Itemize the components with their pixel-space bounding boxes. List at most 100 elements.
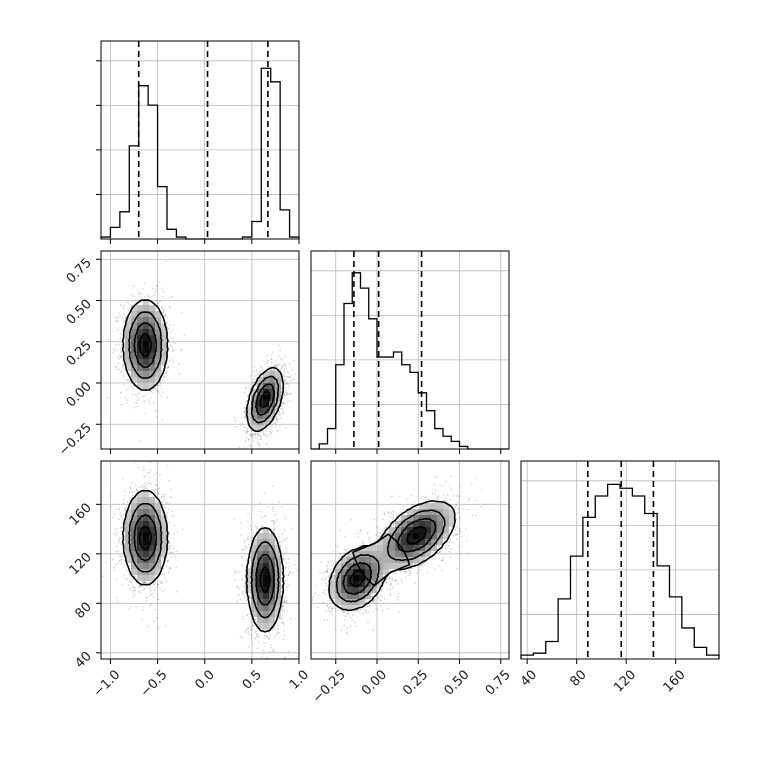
sample-point: [277, 624, 279, 626]
sample-point: [114, 320, 117, 323]
contour-line: [255, 383, 275, 416]
density-cell: [245, 413, 251, 419]
sample-point: [148, 482, 150, 484]
sample-point: [283, 402, 285, 404]
sample-point: [283, 610, 286, 612]
sample-point: [181, 528, 183, 530]
sample-point: [170, 551, 172, 553]
sample-point: [282, 557, 284, 559]
sample-point: [300, 338, 301, 339]
sample-point: [247, 395, 249, 397]
sample-point: [150, 604, 152, 606]
sample-point: [236, 450, 237, 451]
sample-point: [115, 545, 118, 548]
sample-point: [160, 495, 163, 498]
sample-point: [277, 419, 279, 422]
sample-point: [251, 628, 254, 631]
sample-point: [171, 337, 174, 340]
sample-point: [283, 604, 285, 607]
sample-point: [175, 566, 177, 568]
sample-point: [270, 432, 272, 435]
sample-point: [289, 572, 291, 575]
sample-point: [117, 362, 119, 364]
sample-point: [125, 389, 128, 391]
sample-point: [247, 424, 249, 426]
sample-point: [123, 383, 125, 385]
sample-point: [139, 298, 141, 301]
sample-point: [278, 355, 280, 357]
sample-point: [134, 407, 136, 409]
sample-point: [282, 605, 284, 607]
sample-point: [268, 419, 271, 422]
sample-point: [157, 302, 159, 304]
density-cell: [251, 401, 257, 407]
sample-point: [258, 531, 260, 534]
sample-point: [129, 491, 131, 493]
sample-point: [257, 443, 259, 445]
sample-point: [244, 430, 247, 433]
sample-point: [165, 372, 167, 374]
sample-point: [124, 320, 126, 322]
sample-point: [259, 502, 261, 504]
sample-point: [293, 378, 295, 380]
density-cell: [125, 353, 131, 359]
sample-point: [281, 621, 284, 624]
sample-point: [115, 320, 118, 322]
density-cell: [161, 341, 167, 347]
sample-point: [282, 403, 285, 406]
sample-point: [121, 555, 123, 557]
sample-point: [162, 308, 164, 311]
sample-point: [166, 512, 169, 514]
sample-point: [243, 415, 246, 418]
sample-point: [262, 425, 265, 427]
sample-point: [118, 518, 120, 520]
sample-point: [155, 479, 158, 481]
sample-point: [183, 334, 185, 336]
sample-point: [161, 287, 163, 289]
sample-point: [115, 344, 117, 346]
sample-point: [121, 317, 123, 319]
density-cell: [269, 389, 275, 395]
density-cell: [143, 311, 149, 317]
sample-point: [272, 510, 274, 512]
sample-point: [129, 379, 131, 382]
sample-point: [144, 475, 147, 477]
sample-point: [154, 387, 156, 390]
density-cell: [161, 359, 167, 365]
sample-point: [260, 366, 263, 368]
sample-point: [154, 488, 157, 491]
sample-point: [272, 506, 274, 509]
sample-point: [272, 520, 274, 522]
sample-point: [275, 419, 278, 421]
contour-line: [250, 375, 280, 424]
sample-point: [275, 424, 277, 426]
sample-point: [143, 589, 145, 591]
sample-point: [162, 567, 165, 570]
sample-point: [286, 391, 288, 394]
sample-point: [168, 531, 170, 534]
sample-point: [164, 313, 167, 316]
sample-point: [153, 295, 156, 297]
sample-point: [249, 434, 252, 436]
sample-point: [139, 584, 141, 586]
sample-point: [161, 365, 164, 367]
sample-point: [166, 370, 168, 372]
sample-point: [264, 433, 266, 436]
sample-point: [236, 600, 238, 602]
sample-point: [102, 575, 104, 577]
sample-point: [127, 504, 129, 506]
sample-point: [122, 513, 124, 516]
density-cell: [137, 335, 143, 341]
sample-point: [163, 495, 165, 498]
sample-point: [169, 503, 171, 505]
sample-point: [145, 412, 147, 415]
sample-point: [263, 642, 265, 644]
density-cell: [137, 317, 143, 323]
sample-point: [116, 531, 118, 533]
sample-point: [263, 628, 265, 631]
sample-point: [239, 588, 241, 590]
sample-point: [250, 597, 252, 599]
sample-point: [122, 365, 124, 367]
sample-point: [282, 411, 284, 413]
sample-point: [250, 434, 252, 436]
